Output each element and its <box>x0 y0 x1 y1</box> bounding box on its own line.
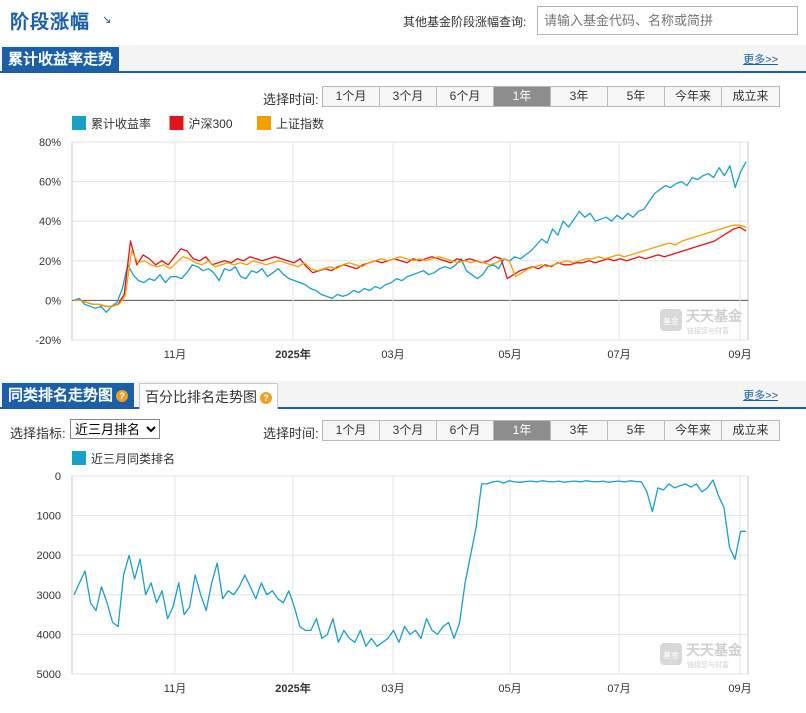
help-icon[interactable]: ? <box>260 392 272 404</box>
tab-percent-ranking[interactable]: 百分比排名走势图? <box>139 383 278 409</box>
legend-label: 近三月同类排名 <box>91 451 175 466</box>
y-tick-label: 40% <box>39 216 61 228</box>
legend-swatch <box>257 116 271 130</box>
time-button[interactable]: 成立来 <box>722 421 779 440</box>
time-button[interactable]: 6个月 <box>437 87 494 106</box>
section2-header: 同类排名走势图? 百分比排名走势图? 更多>> <box>0 381 806 409</box>
time-button[interactable]: 3个月 <box>380 87 437 106</box>
y-tick-label: 4000 <box>37 629 61 641</box>
watermark-badge: 基金 <box>663 650 679 660</box>
x-tick-label: 03月 <box>381 349 404 361</box>
y-tick-label: 80% <box>39 137 61 149</box>
x-tick-label: 11月 <box>164 683 186 695</box>
tab-cumulative-return[interactable]: 累计收益率走势 <box>2 47 120 73</box>
x-tick-label: 07月 <box>607 349 630 361</box>
x-tick-label: 03月 <box>381 683 404 695</box>
more-link-2[interactable]: 更多>> <box>743 390 778 402</box>
time-button[interactable]: 5年 <box>608 87 665 106</box>
more-link-1[interactable]: 更多>> <box>743 54 778 66</box>
series-line-1 <box>74 226 747 307</box>
watermark-badge: 基金 <box>663 316 679 326</box>
x-tick-label: 07月 <box>607 683 630 695</box>
x-tick-label: 2025年 <box>275 681 310 695</box>
time-button[interactable]: 今年来 <box>665 87 722 106</box>
y-tick-label: 3000 <box>37 590 61 602</box>
time-button[interactable]: 成立来 <box>722 87 779 106</box>
x-tick-label: 05月 <box>498 349 521 361</box>
y-tick-label: 2000 <box>37 550 61 562</box>
time-button-group-2: 1个月 3个月 6个月 1年 3年 5年 今年来 成立来 <box>322 420 780 441</box>
legend-swatch <box>169 116 184 130</box>
x-tick-label: 05月 <box>498 683 521 695</box>
help-icon[interactable]: ? <box>116 390 129 402</box>
y-tick-label: 1000 <box>37 511 61 523</box>
section1-header: 累计收益率走势 更多>> <box>0 45 806 73</box>
plot-area <box>71 141 749 341</box>
y-tick-label: 0% <box>45 295 61 307</box>
legend-label: 上证指数 <box>276 116 324 131</box>
fund-search-input[interactable] <box>537 6 798 35</box>
tab-peer-ranking-label: 同类排名走势图 <box>8 387 114 404</box>
time-button[interactable]: 1个月 <box>323 421 380 440</box>
y-tick-label: 0 <box>55 471 61 483</box>
legend-swatch <box>72 451 86 465</box>
time-select-label-2: 选择时间: <box>263 426 319 441</box>
indicator-label: 选择指标: <box>10 426 66 441</box>
series-line-0 <box>73 161 747 313</box>
y-tick-label: 20% <box>39 256 61 268</box>
series-line-0 <box>73 479 746 647</box>
page-title: 阶段涨幅 <box>10 12 91 33</box>
watermark-brand: 天天基金 <box>686 642 743 658</box>
legend-label: 沪深300 <box>189 117 233 131</box>
series-line-2 <box>74 224 747 307</box>
title-arrow-icon: ↘ <box>102 14 112 26</box>
time-button[interactable]: 1个月 <box>323 87 380 106</box>
y-tick-label: -20% <box>35 335 61 347</box>
time-button[interactable]: 1年 <box>494 421 551 440</box>
time-button-group-1: 1个月 3个月 6个月 1年 3年 5年 今年来 成立来 <box>322 86 780 107</box>
watermark-logo-icon <box>660 309 682 331</box>
time-button[interactable]: 3年 <box>551 421 608 440</box>
time-button[interactable]: 3个月 <box>380 421 437 440</box>
legend-label: 累计收益率 <box>91 116 151 131</box>
time-button[interactable]: 3年 <box>551 87 608 106</box>
watermark-logo-icon <box>660 643 682 665</box>
y-tick-label: 5000 <box>37 669 61 681</box>
time-button[interactable]: 5年 <box>608 421 665 440</box>
time-button[interactable]: 今年来 <box>665 421 722 440</box>
tab-peer-ranking[interactable]: 同类排名走势图? <box>2 383 135 409</box>
fund-query-label: 其他基金阶段涨幅查询: <box>403 15 527 29</box>
indicator-select[interactable]: 近三月排名 <box>70 419 160 439</box>
watermark-slogan: 链接您与财富 <box>687 660 729 669</box>
cumulative-return-chart: 80% 60% 40% 20% 0% -20% 11月 2025年 03月 05月 07月 09月 基金… <box>35 116 752 361</box>
plot-area <box>71 475 749 675</box>
time-button[interactable]: 6个月 <box>437 421 494 440</box>
time-button[interactable]: 1年 <box>494 87 551 106</box>
x-tick-label: 09月 <box>728 349 751 361</box>
x-tick-label: 09月 <box>728 683 751 695</box>
tab-percent-ranking-label: 百分比排名走势图 <box>145 389 257 405</box>
y-tick-label: 60% <box>39 177 61 189</box>
x-tick-label: 11月 <box>164 349 186 361</box>
x-tick-label: 2025年 <box>275 347 310 361</box>
watermark-brand: 天天基金 <box>686 308 743 324</box>
time-select-label-1: 选择时间: <box>263 92 319 107</box>
peer-ranking-chart: 0 1000 2000 3000 4000 5000 11月 2025年 03月 05月 07月 09… <box>37 451 752 695</box>
legend-swatch <box>72 116 86 130</box>
watermark-slogan: 链接您与财富 <box>687 326 729 335</box>
